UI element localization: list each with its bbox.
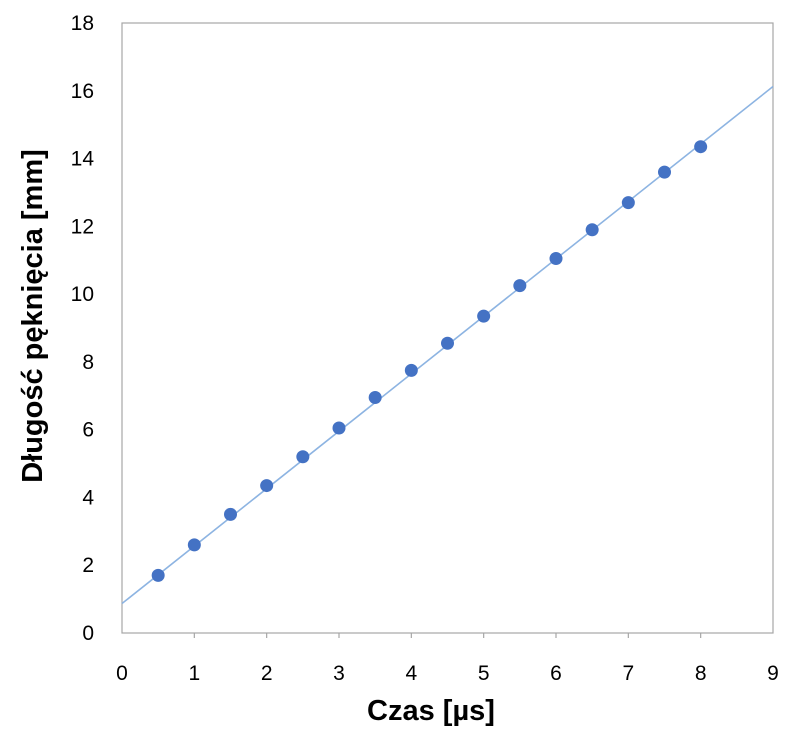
data-point bbox=[296, 450, 310, 464]
y-tick-label: 8 bbox=[82, 351, 94, 374]
data-point bbox=[404, 363, 418, 377]
y-tick-label: 4 bbox=[82, 486, 94, 509]
x-axis: 0 1 2 3 4 5 6 7 8 9 bbox=[116, 633, 779, 685]
x-tick-label: 7 bbox=[622, 662, 634, 685]
x-axis-title: Czas [µs] bbox=[367, 695, 495, 727]
y-tick-label: 14 bbox=[71, 148, 95, 171]
data-point bbox=[549, 252, 563, 266]
y-tick-label: 18 bbox=[71, 12, 94, 35]
y-tick-label: 0 bbox=[82, 622, 94, 645]
data-point bbox=[621, 196, 635, 210]
data-point bbox=[260, 479, 274, 493]
x-tick-label: 6 bbox=[550, 662, 562, 685]
y-tick-label: 10 bbox=[71, 283, 94, 306]
x-tick-label: 8 bbox=[695, 662, 707, 685]
x-tick-label: 1 bbox=[188, 662, 200, 685]
y-tick-label: 12 bbox=[71, 215, 94, 238]
data-point bbox=[585, 223, 599, 237]
data-point bbox=[368, 390, 382, 404]
data-point bbox=[224, 507, 237, 521]
data-points bbox=[151, 140, 708, 582]
data-point bbox=[694, 140, 708, 154]
plot-frame bbox=[121, 22, 774, 634]
data-point bbox=[332, 421, 346, 435]
data-point bbox=[187, 538, 201, 552]
x-tick-label: 2 bbox=[261, 662, 273, 685]
x-tick-label: 3 bbox=[333, 662, 345, 685]
y-axis-title: Długość pęknięcia [mm] bbox=[17, 149, 49, 483]
data-point bbox=[151, 568, 165, 582]
plot-area bbox=[121, 22, 774, 634]
y-tick-label: 6 bbox=[82, 419, 94, 442]
data-point bbox=[513, 279, 527, 293]
data-point bbox=[441, 336, 454, 350]
data-point bbox=[477, 309, 491, 323]
x-tick-label: 4 bbox=[405, 662, 417, 685]
y-tick-label: 2 bbox=[82, 554, 94, 577]
x-tick-label: 0 bbox=[116, 662, 128, 685]
x-tick-label: 5 bbox=[478, 662, 490, 685]
y-tick-label: 16 bbox=[71, 80, 94, 103]
data-point bbox=[658, 165, 671, 179]
y-axis: 0 2 4 6 8 10 12 14 16 18 bbox=[71, 12, 95, 645]
x-tick-label: 9 bbox=[767, 662, 779, 685]
